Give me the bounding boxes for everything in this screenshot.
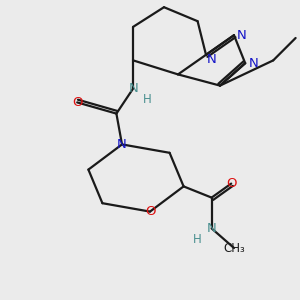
Text: N: N xyxy=(128,82,138,95)
Text: CH₃: CH₃ xyxy=(223,242,245,254)
Text: N: N xyxy=(207,222,217,235)
Text: O: O xyxy=(145,205,155,218)
Text: O: O xyxy=(72,96,83,109)
Text: H: H xyxy=(193,233,202,246)
Text: N: N xyxy=(237,29,247,42)
Text: O: O xyxy=(226,177,236,190)
Text: N: N xyxy=(117,138,127,151)
Text: N: N xyxy=(248,57,258,70)
Text: H: H xyxy=(143,93,152,106)
Text: N: N xyxy=(207,53,217,66)
